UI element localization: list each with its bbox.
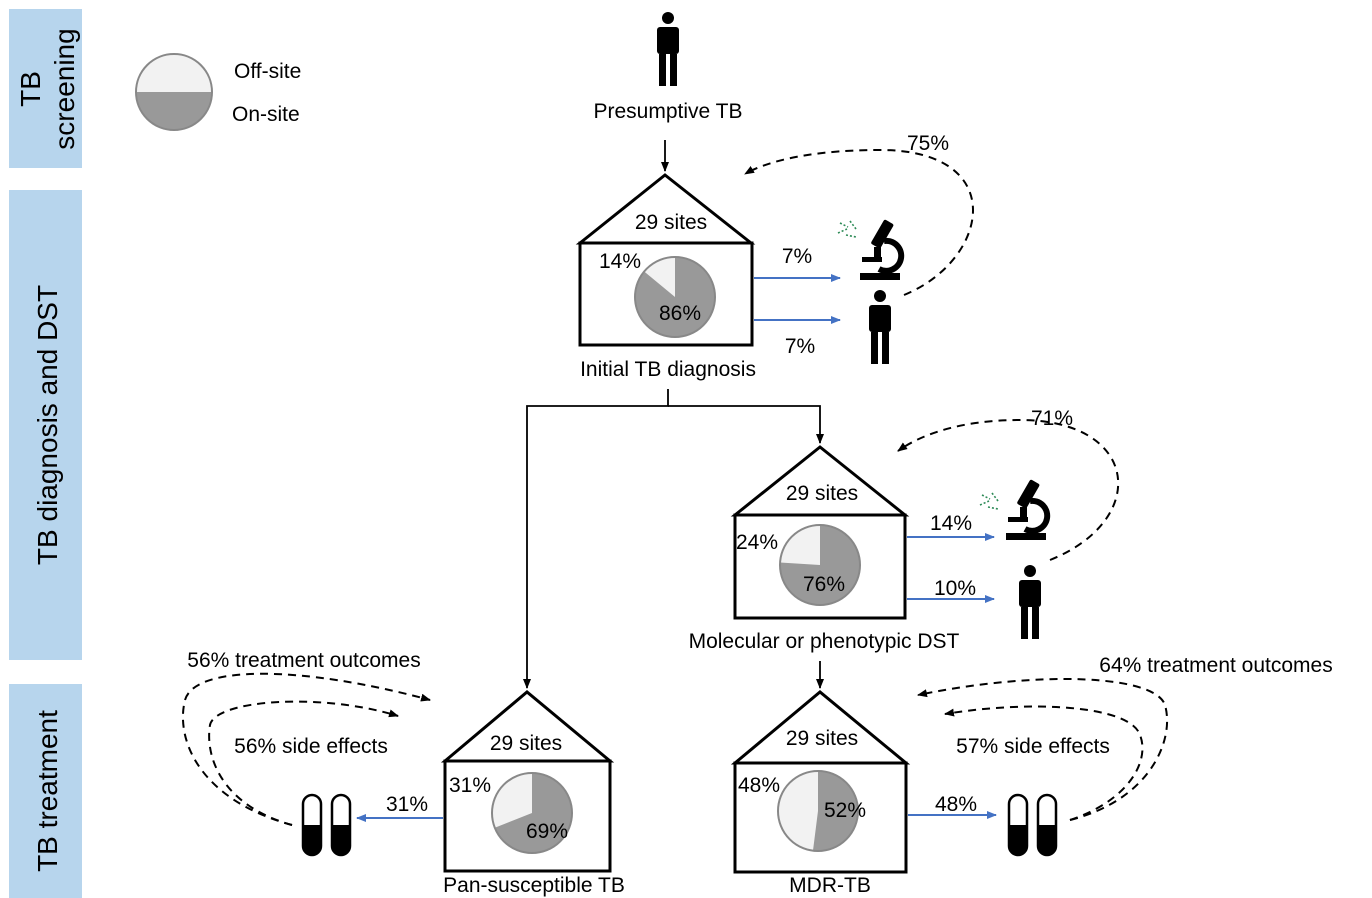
pan-pill-pct: 31%	[386, 793, 428, 816]
sites-label: 29 sites	[786, 482, 858, 505]
arrow-to-dst	[668, 405, 824, 444]
legend: Off-site On-site	[135, 53, 301, 131]
node-initial-diagnosis: 29 sites 14% 86% Initial TB diagnosis	[575, 173, 756, 381]
stage-band-screening: TB screening	[9, 9, 82, 168]
legend-off-site: Off-site	[234, 60, 301, 83]
mdr-side-effects: 57% side effects	[956, 735, 1110, 758]
node-label: Molecular or phenotypic DST	[689, 630, 960, 653]
mdr-outcomes: 64% treatment outcomes	[1099, 654, 1332, 677]
off-site-pct: 24%	[736, 531, 778, 554]
pill-capsule-icon	[301, 793, 323, 857]
on-site-pct: 69%	[526, 820, 568, 843]
pie-chart	[779, 524, 861, 606]
stage-label-treatment: TB treatment	[32, 710, 63, 872]
sites-label: 29 sites	[490, 732, 562, 755]
pie-outline	[779, 524, 861, 606]
person-icon	[869, 290, 891, 364]
legend-on-site: On-site	[232, 103, 300, 126]
arrow-to-pan	[523, 389, 669, 689]
off-site-pct: 48%	[738, 774, 780, 797]
mdr-pill-pct: 48%	[935, 793, 977, 816]
microscope-icon	[1006, 479, 1047, 540]
stage-band-diagnosis: TB diagnosis and DST	[9, 190, 82, 660]
pie-chart	[634, 256, 716, 338]
node-dst: 29 sites 24% 76% Molecular or phenotypic…	[689, 445, 960, 653]
dst-loop-pct: 71%	[1031, 407, 1073, 430]
pie-chart	[491, 772, 573, 854]
pill-capsule-icon	[1036, 793, 1058, 857]
pie-outline	[491, 772, 573, 854]
pie-off-site-slice	[777, 771, 818, 851]
bacteria-icon	[837, 220, 857, 238]
initial-person-pct: 7%	[785, 335, 815, 358]
stage-label-diagnosis: TB diagnosis and DST	[32, 285, 63, 565]
node-label: MDR-TB	[789, 874, 871, 897]
person-icon	[657, 12, 679, 86]
pan-side-effects: 56% side effects	[234, 735, 388, 758]
off-site-pct: 14%	[599, 250, 641, 273]
dst-person-pct: 10%	[934, 577, 976, 600]
bacteria-icon	[979, 492, 999, 510]
loop-arrow-initial	[744, 148, 974, 296]
node-label: Pan-susceptible TB	[443, 874, 625, 897]
on-site-pct: 52%	[824, 799, 866, 822]
loop-arrow-dst	[897, 418, 1120, 561]
pill-capsule-icon	[330, 793, 352, 857]
initial-loop-pct: 75%	[907, 132, 949, 155]
pie-off-site-slice	[644, 257, 675, 297]
microscope-icon	[860, 219, 901, 280]
initial-lab-pct: 7%	[782, 245, 812, 268]
loop-arrow-pan-side-effects	[208, 700, 399, 826]
stage-label-screening-1: TB	[15, 71, 46, 107]
sites-label: 29 sites	[635, 211, 707, 234]
node-mdr-tb: 29 sites 48% 52% MDR-TB	[730, 690, 911, 897]
off-site-pct: 31%	[449, 774, 491, 797]
on-site-pct: 76%	[803, 573, 845, 596]
dst-lab-pct: 14%	[930, 512, 972, 535]
pie-chart	[777, 770, 859, 852]
loop-arrow-pan-outcomes	[181, 672, 431, 826]
pie-outline	[777, 770, 859, 852]
node-pan-susceptible: 29 sites 31% 69% Pan-susceptible TB	[440, 690, 625, 897]
pie-off-site-slice	[780, 525, 820, 565]
stage-label-screening-2: screening	[49, 28, 80, 149]
legend-circle	[135, 53, 213, 131]
pill-capsule-icon	[1007, 793, 1029, 857]
presumptive-tb: Presumptive TB	[594, 12, 743, 123]
pan-outcomes: 56% treatment outcomes	[187, 649, 420, 672]
loop-arrow-mdr-side-effects	[944, 705, 1144, 821]
person-icon	[1019, 565, 1041, 639]
loop-arrow-mdr-outcomes	[917, 678, 1169, 821]
pie-outline	[634, 256, 716, 338]
presumptive-tb-label: Presumptive TB	[594, 100, 743, 123]
stage-band-treatment: TB treatment	[9, 684, 82, 898]
on-site-pct: 86%	[659, 302, 701, 325]
node-label: Initial TB diagnosis	[580, 358, 756, 381]
sites-label: 29 sites	[786, 727, 858, 750]
